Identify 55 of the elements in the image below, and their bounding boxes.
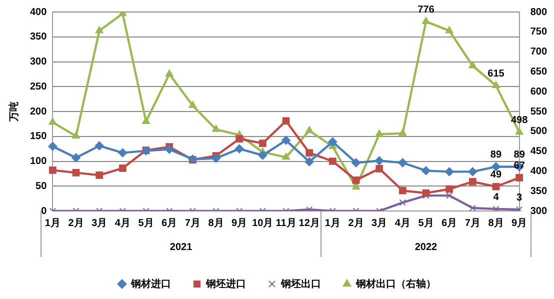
- y2-tick-label: 700: [530, 46, 548, 58]
- x-tick-label: 6月: [442, 218, 458, 229]
- text: 2022: [414, 242, 438, 253]
- text: 2021: [170, 242, 193, 253]
- x-tick-label: 1月: [324, 218, 340, 229]
- data-label: 776: [418, 4, 435, 16]
- legend-label: 钢坯出口: [280, 278, 321, 290]
- legend-label: 钢材进口: [130, 278, 171, 290]
- y-tick-label: 250: [30, 81, 48, 92]
- x-tick-label: 5月: [418, 218, 434, 229]
- x-tick-label: 8月: [208, 218, 224, 229]
- x-tick-label: 2月: [68, 218, 84, 229]
- y-tick-label: 100: [30, 156, 48, 167]
- x-tick-label: 1月: [44, 218, 60, 229]
- x-tick-label: 11月: [276, 218, 296, 229]
- data-label: 4: [493, 192, 500, 203]
- data-label: 89: [514, 149, 526, 160]
- x-tick-label: 2月: [348, 218, 364, 229]
- x-tick-label: 3月: [92, 218, 108, 229]
- x-tick-label: 10月: [252, 218, 274, 229]
- x-tick-label: 4月: [114, 218, 130, 229]
- data-label: 89: [490, 149, 502, 160]
- y2-tick-label: 300: [530, 206, 548, 217]
- x-tick-label: 7月: [184, 218, 200, 229]
- y2-tick-label: 350: [530, 186, 548, 197]
- x-tick-label: 9月: [512, 218, 528, 229]
- x-tick-label: 8月: [488, 218, 504, 229]
- x-tick-label: 6月: [162, 218, 178, 229]
- legend-label: 钢坯进口: [205, 278, 246, 290]
- y-tick-label: 400: [30, 6, 48, 18]
- legend-label: 钢材出口（右轴）: [355, 278, 436, 290]
- y2-tick-label: 750: [530, 26, 548, 38]
- y2-tick-label: 400: [530, 166, 548, 177]
- y2-tick-label: 800: [530, 6, 548, 18]
- x-tick-label: 3月: [372, 218, 388, 229]
- data-label: 3: [516, 192, 523, 204]
- y-axis-title: 万吨: [8, 102, 20, 122]
- y-tick-label: 350: [30, 32, 48, 43]
- x-tick-label: 12月: [298, 218, 320, 229]
- x-tick-label: 4月: [394, 218, 410, 229]
- y2-tick-label: 450: [530, 146, 548, 158]
- y2-tick-label: 500: [530, 126, 548, 138]
- y-tick-label: 200: [30, 106, 48, 118]
- x-tick-label: 9月: [232, 218, 248, 229]
- y2-tick-label: 600: [530, 86, 548, 98]
- y-tick-label: 0: [41, 206, 48, 217]
- y2-tick-label: 650: [530, 66, 548, 78]
- y-tick-label: 50: [36, 180, 48, 192]
- y-tick-label: 150: [30, 131, 48, 142]
- data-label: 615: [488, 68, 505, 80]
- y2-tick-label: 550: [530, 106, 548, 118]
- x-tick-label: 5月: [138, 218, 154, 229]
- data-label: 49: [490, 169, 502, 180]
- x-tick-label: 7月: [464, 218, 480, 229]
- y-tick-label: 300: [30, 56, 48, 68]
